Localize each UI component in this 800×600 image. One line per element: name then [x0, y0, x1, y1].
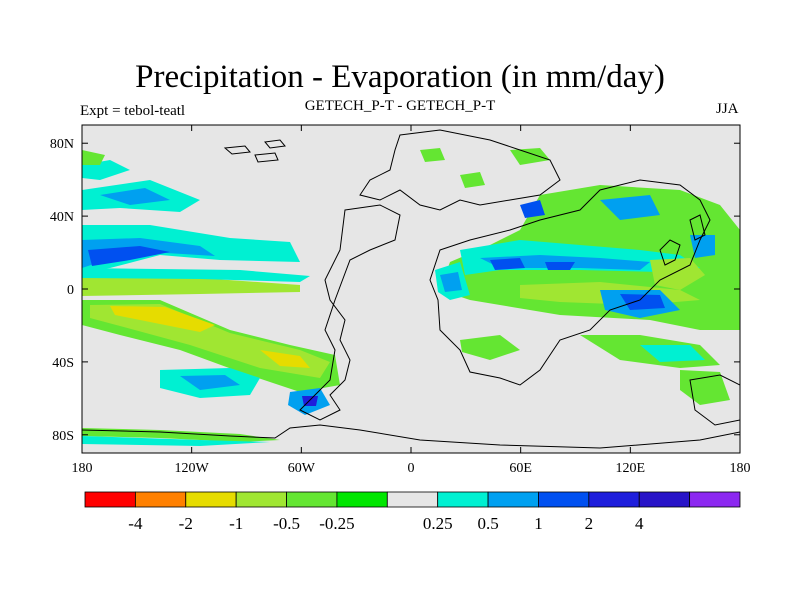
contour-region-mid-pacific-band-core — [100, 188, 170, 205]
contour-region-antarctic-rim-2 — [82, 436, 270, 446]
x-tick-label: 0 — [408, 461, 415, 476]
y-tick-label: 40S — [52, 356, 74, 371]
colorbar-label: 1 — [534, 514, 543, 533]
contour-region-africa-blue — [440, 272, 462, 292]
y-tick-label: 40N — [50, 210, 74, 225]
contour-region-east-asia-blue — [690, 235, 715, 258]
contour-region-indian-deep — [620, 294, 665, 310]
coastline-japan — [659, 214, 706, 266]
contour-region-north-green-2 — [420, 148, 445, 162]
x-tick-label: 180 — [72, 461, 93, 476]
contour-region-asia-deep-2 — [545, 262, 575, 270]
contour-region-south-africa-green — [460, 335, 520, 360]
colorbar-swatch — [336, 491, 388, 508]
colorbar-label: -4 — [128, 514, 143, 533]
season-label: JJA — [716, 101, 739, 117]
contour-region-south-atlantic-core — [302, 396, 318, 406]
chart-title: Precipitation - Evaporation (in mm/day) — [135, 59, 665, 95]
colorbar-swatch — [134, 491, 187, 508]
experiment-label: Expt = tebol-teatl — [80, 103, 186, 119]
contour-region-south-pacific-core — [90, 304, 330, 378]
colorbar-swatch — [235, 491, 287, 508]
coastline-north-america — [359, 129, 561, 211]
colorbar-label: -1 — [229, 514, 243, 533]
coastline-arctic-islands — [223, 139, 286, 163]
colorbar-swatch — [386, 491, 439, 508]
dataset-label: GETECH_P-T - GETECH_P-T — [304, 98, 496, 114]
map-plot-area — [82, 125, 740, 453]
colorbar-swatch — [638, 491, 691, 508]
colorbar-swatch — [538, 491, 590, 508]
contour-region-equator-pacific — [82, 278, 300, 296]
y-tick-label: 80N — [50, 137, 74, 152]
y-tick-label: 0 — [67, 283, 74, 298]
contour-region-equator-pacific-2 — [82, 268, 310, 282]
colorbar-label: -0.25 — [319, 514, 354, 533]
contour-region-south-asia-cyan — [640, 345, 705, 362]
coastline-south-america — [299, 204, 401, 421]
colorbar-label: 0.25 — [423, 514, 453, 533]
contour-region-mideast-blue — [520, 200, 545, 218]
contour-region-southern-ocean-core — [180, 375, 240, 390]
colorbar-label: -0.5 — [273, 514, 300, 533]
contour-region-north-green-3 — [510, 148, 550, 165]
x-axis: 180 120W 60W 0 60E 120E 180 — [72, 125, 751, 476]
contour-region-china-blue — [600, 195, 660, 220]
colorbar-label: -2 — [179, 514, 193, 533]
y-axis: 80N 40N 0 40S 80S — [50, 137, 740, 444]
contour-region-north-pacific-peak — [88, 246, 170, 266]
colorbar-swatch — [84, 491, 136, 508]
contour-region-north-pacific-core — [82, 238, 215, 268]
colorbar-swatch — [437, 491, 489, 508]
x-tick-label: 120W — [175, 461, 210, 476]
contour-region-asia-deep — [490, 258, 525, 270]
colorbar-swatch — [689, 491, 741, 508]
x-tick-label: 60E — [509, 461, 532, 476]
contour-region-east-asia-yellow — [650, 258, 705, 290]
colorbar-label: 0.5 — [477, 514, 498, 533]
x-tick-label: 60W — [288, 461, 316, 476]
coastline-africa-eurasia — [429, 179, 711, 386]
colorbar: -4 -2 -1 -0.5 -0.25 0.25 0.5 1 2 4 — [84, 491, 741, 533]
colorbar-swatch — [185, 491, 237, 508]
colorbar-swatch — [286, 491, 338, 508]
y-tick-label: 80S — [52, 429, 74, 444]
x-tick-label: 180 — [730, 461, 751, 476]
colorbar-swatch — [487, 491, 539, 508]
coastline-australia — [689, 374, 740, 426]
contour-region-south-pacific-peak-2 — [260, 350, 310, 368]
contour-region-north-green-1 — [82, 150, 105, 165]
colorbar-swatch — [588, 491, 640, 508]
x-tick-label: 120E — [616, 461, 646, 476]
coastline-antarctica — [82, 424, 740, 449]
colorbar-label: 2 — [585, 514, 594, 533]
colorbar-label: 4 — [635, 514, 644, 533]
contour-region-north-green-4 — [460, 172, 485, 188]
contour-region-south-pacific-peak — [110, 306, 215, 332]
